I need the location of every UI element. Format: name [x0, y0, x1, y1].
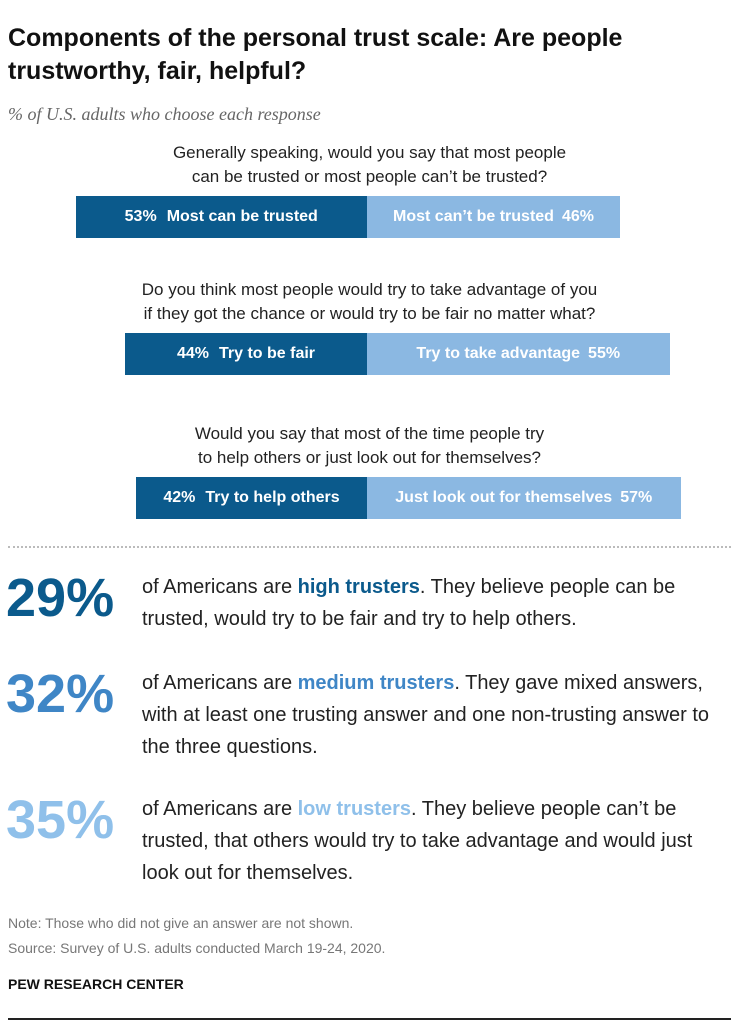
- question-line: Do you think most people would try to ta…: [141, 280, 598, 299]
- bar: 53% Most can be trusted: [75, 196, 367, 238]
- group-share: 32%: [6, 664, 115, 724]
- value-label: 46%: [561, 208, 594, 225]
- bar-label: Most can be trusted: [166, 208, 318, 225]
- bar-label: Just look out for themselves: [395, 489, 613, 506]
- group-term: medium trusters: [297, 672, 455, 694]
- value-label: 42%: [163, 489, 196, 506]
- question-line: if they got the chance or would try to b…: [143, 304, 596, 323]
- brand: PEW RESEARCH CENTER: [8, 976, 184, 992]
- question-line: Would you say that most of the time peop…: [194, 424, 545, 443]
- title: Components of the personal trust scale: …: [8, 24, 623, 85]
- question-line: to help others or just look out for them…: [197, 448, 541, 467]
- subtitle: % of U.S. adults who choose each respons…: [8, 104, 321, 124]
- bar: 42% Try to help others: [136, 477, 367, 519]
- group-term: low trusters: [297, 798, 411, 820]
- group-text: of Americans are high trusters. They bel…: [142, 571, 727, 635]
- group-share: 29%: [6, 568, 115, 628]
- value-label: 57%: [620, 489, 653, 506]
- value-label: 53%: [124, 208, 157, 225]
- group-text-before: of Americans are: [142, 798, 298, 820]
- note: Note: Those who did not give an answer a…: [8, 915, 354, 931]
- group-text-after: . They gave mixed answers, with at least…: [142, 672, 709, 758]
- bar: Try to take advantage 55%: [367, 333, 670, 375]
- bar: 44% Try to be fair: [125, 333, 367, 375]
- group-text: of Americans are medium trusters. They g…: [142, 667, 727, 763]
- group-term: high trusters: [297, 576, 420, 598]
- bar-label: Try to be fair: [219, 345, 316, 362]
- value-label: 55%: [588, 345, 621, 362]
- bottom-rule: [8, 1018, 731, 1020]
- bar-label: Try to help others: [205, 489, 340, 506]
- question-line: can be trusted or most people can’t be t…: [191, 167, 548, 186]
- bar-label: Try to take advantage: [416, 345, 581, 362]
- group-share: 35%: [6, 790, 115, 850]
- question-line: Generally speaking, would you say that m…: [172, 143, 567, 162]
- divider: [8, 546, 731, 548]
- bar: Just look out for themselves 57%: [367, 477, 681, 519]
- value-label: 44%: [176, 345, 209, 362]
- source: Source: Survey of U.S. adults conducted …: [8, 940, 386, 956]
- group-text-after: . They believe people can’t be trusted, …: [142, 798, 693, 884]
- group-text-after: . They believe people can be trusted, wo…: [142, 576, 676, 630]
- group-text-before: of Americans are: [142, 672, 298, 694]
- group-text-before: of Americans are: [142, 576, 298, 598]
- bar-label: Most can’t be trusted: [393, 208, 554, 225]
- group-text: of Americans are low trusters. They beli…: [142, 793, 727, 889]
- bar: Most can’t be trusted 46%: [367, 196, 620, 238]
